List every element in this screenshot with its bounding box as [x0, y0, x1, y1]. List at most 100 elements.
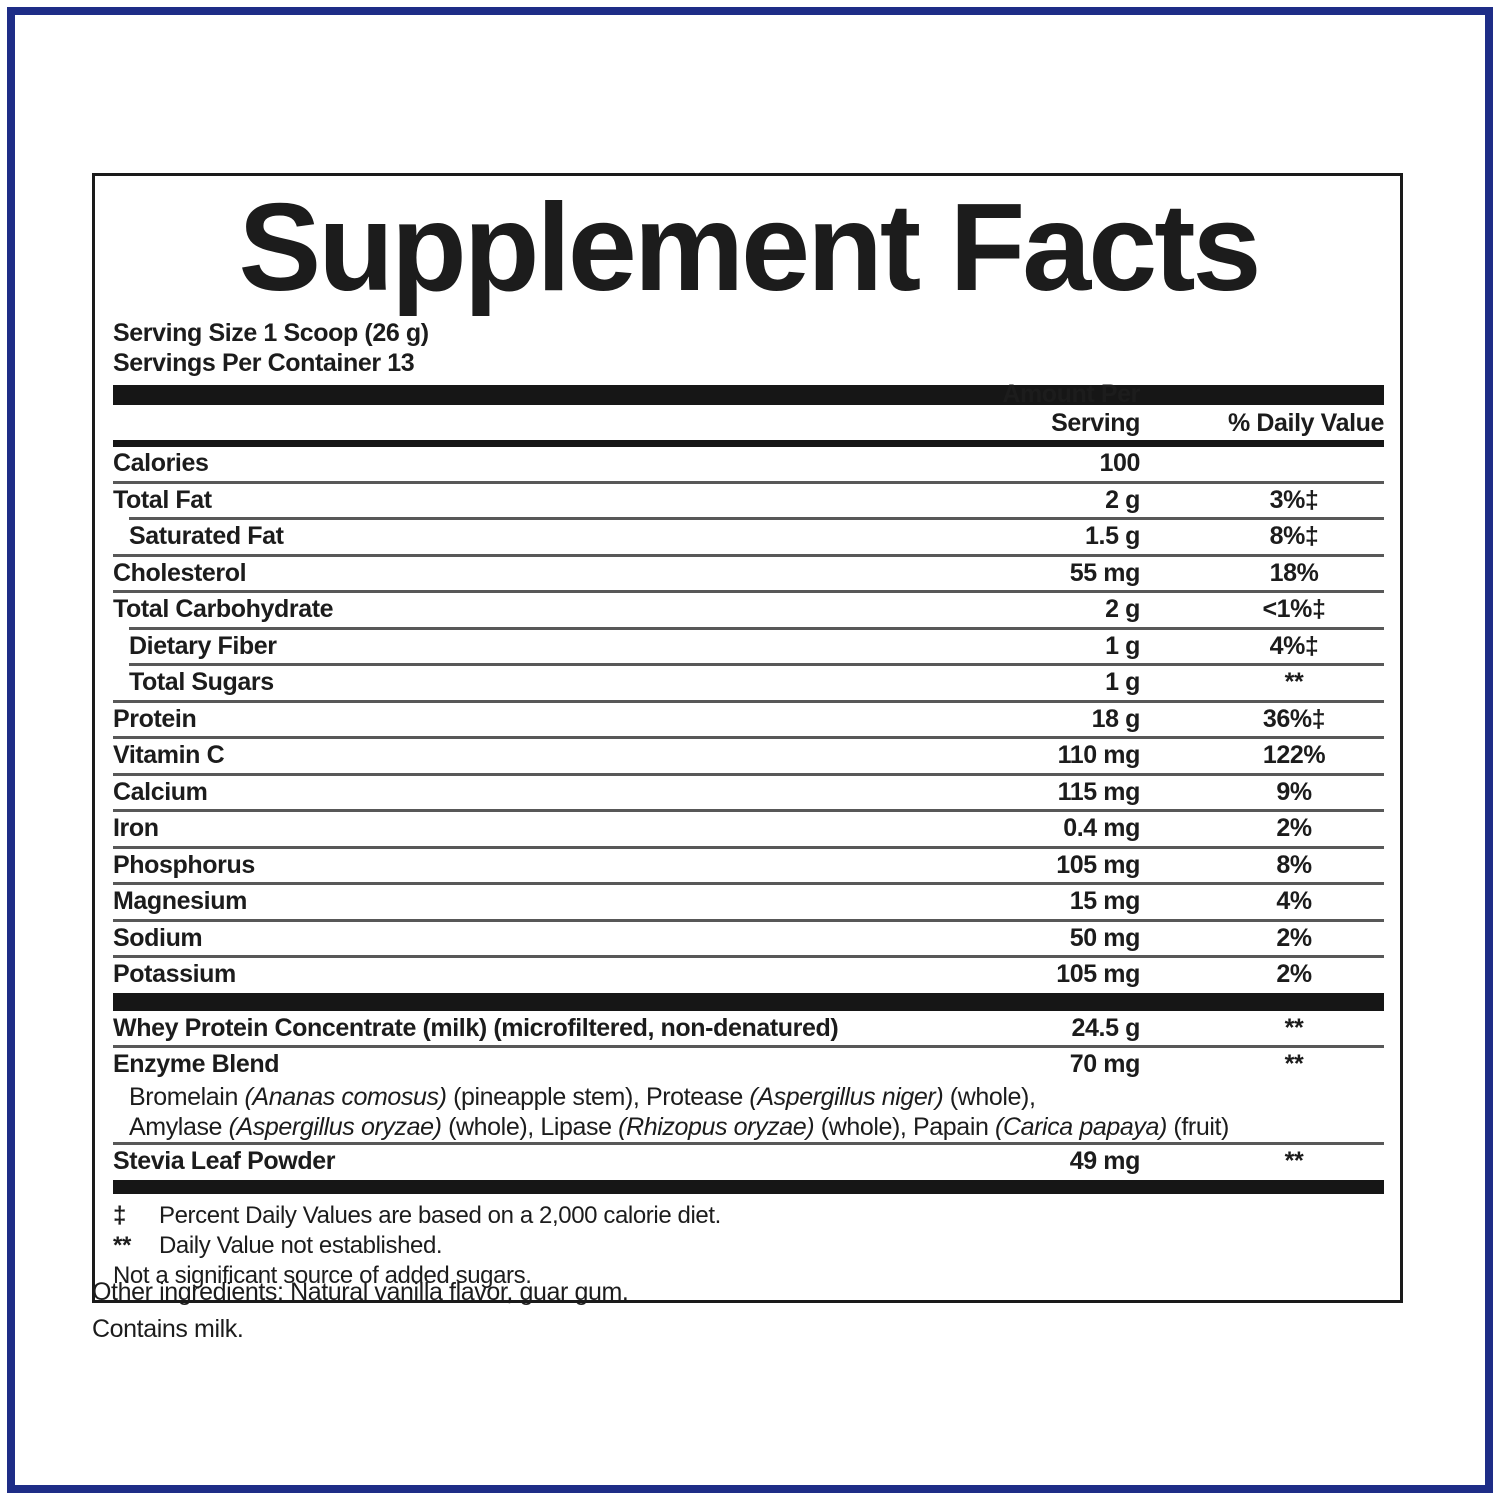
amount-per-serving-header: Amount Per Serving: [1002, 380, 1140, 437]
supplement-row: Stevia Leaf Powder 49 mg **: [113, 1145, 1384, 1179]
nutrient-row: Potassium 105 mg 2%: [113, 958, 1384, 992]
nutrient-name: Saturated Fat: [129, 522, 284, 551]
nutrient-name: Stevia Leaf Powder: [113, 1146, 336, 1175]
nutrient-row: Total Sugars 1 g **: [113, 666, 1384, 700]
nutrient-amount: 2 g: [1105, 595, 1140, 624]
nutrient-name: Phosphorus: [113, 850, 255, 879]
nutrient-daily-value: 4%: [1276, 887, 1312, 916]
nutrient-amount: 70 mg: [1069, 1050, 1141, 1079]
nutrient-rows: Calories 100 Total Fat 2 g 3%‡ Saturated Fat 1…: [113, 447, 1384, 992]
nutrient-daily-value: **: [1284, 668, 1304, 697]
nutrient-daily-value: <1%‡: [1262, 595, 1326, 624]
row-separator: [113, 699, 1384, 703]
thick-divider-middle: [113, 992, 1384, 1011]
nutrient-row: Cholesterol 55 mg 18%: [113, 557, 1384, 591]
nutrient-amount: 105 mg: [1056, 960, 1140, 989]
detail-text: (whole),: [943, 1082, 1036, 1111]
row-separator: [113, 480, 1384, 484]
nutrient-amount: 49 mg: [1069, 1146, 1141, 1175]
table-header-row: Amount Per Serving % Daily Value: [113, 380, 1384, 440]
outer-border-frame: Supplement Facts Serving Size 1 Scoop (2…: [7, 7, 1493, 1493]
nutrient-amount: 1 g: [1105, 631, 1140, 660]
nutrient-name: Total Sugars: [129, 668, 274, 697]
nutrient-daily-value: **: [1284, 1013, 1304, 1042]
ingredient-detail-line: Amylase (Aspergillus oryzae) (whole), Li…: [113, 1112, 1384, 1142]
species-name: (Carica papaya): [995, 1112, 1167, 1141]
row-separator: [113, 809, 1384, 812]
row-separator: [129, 663, 1384, 666]
nutrient-amount: 100: [1099, 449, 1140, 478]
species-name: (Aspergillus oryzae): [228, 1112, 442, 1141]
nutrient-daily-value: 36%‡: [1262, 704, 1326, 733]
nutrient-daily-value: 18%: [1269, 558, 1319, 587]
detail-text: Amylase: [129, 1112, 229, 1141]
nutrient-row: Iron 0.4 mg 2%: [113, 812, 1384, 846]
nutrient-row: Phosphorus 105 mg 8%: [113, 849, 1384, 883]
row-separator: [113, 1045, 1384, 1048]
nutrient-amount: 105 mg: [1056, 850, 1140, 879]
nutrient-row: Calcium 115 mg 9%: [113, 776, 1384, 810]
footnote-text: Not a significant source of added sugars…: [113, 1262, 532, 1289]
nutrient-daily-value: 3%‡: [1269, 485, 1319, 514]
nutrient-name: Enzyme Blend: [113, 1050, 280, 1079]
nutrient-row: Protein 18 g 36%‡: [113, 703, 1384, 737]
nutrient-daily-value: 4%‡: [1269, 631, 1319, 660]
detail-text: (whole), Lipase: [441, 1112, 619, 1141]
row-separator: [113, 1141, 1384, 1145]
species-name: (Aspergillus niger): [749, 1082, 944, 1111]
panel-title: Supplement Facts: [238, 179, 1262, 317]
row-separator: [113, 590, 1384, 593]
detail-text: (whole), Papain: [814, 1112, 996, 1141]
thick-divider-bottom: [113, 1180, 1384, 1194]
footnote-text: Percent Daily Values are based on a 2,00…: [159, 1202, 721, 1229]
row-separator: [129, 626, 1384, 630]
percent-daily-value-header: % Daily Value: [1228, 409, 1384, 437]
ingredient-detail-line: Bromelain (Ananas comosus) (pineapple st…: [113, 1082, 1384, 1112]
nutrient-name: Magnesium: [113, 887, 247, 916]
row-separator: [113, 882, 1384, 885]
nutrient-amount: 15 mg: [1069, 887, 1141, 916]
detail-text: (fruit): [1166, 1112, 1229, 1141]
nutrient-name: Protein: [113, 704, 197, 733]
servings-per-container-line: Servings Per Container 13: [113, 349, 415, 377]
nutrient-daily-value: 8%‡: [1269, 522, 1319, 551]
supplement-rows: Whey Protein Concentrate (milk) (microfi…: [113, 1012, 1384, 1179]
nutrient-name: Total Fat: [113, 485, 212, 514]
row-separator: [113, 918, 1384, 922]
footnotes: ‡ Percent Daily Values are based on a 2,0…: [113, 1202, 1384, 1290]
nutrient-daily-value: **: [1284, 1050, 1304, 1079]
nutrient-daily-value: 2%: [1276, 923, 1312, 952]
detail-text: Bromelain: [129, 1082, 245, 1111]
nutrient-amount: 110 mg: [1057, 741, 1141, 770]
footnote: Not a significant source of added sugars…: [113, 1262, 1384, 1290]
detail-text: (pineapple stem), Protease: [446, 1082, 750, 1111]
species-name: (Rhizopus oryzae): [618, 1112, 815, 1141]
row-separator: [113, 772, 1384, 776]
row-separator: [113, 845, 1384, 849]
nutrient-amount: 18 g: [1091, 704, 1141, 733]
footnote-text: Daily Value not established.: [159, 1232, 443, 1259]
header-separator: [113, 440, 1384, 447]
nutrient-daily-value: 2%: [1276, 960, 1312, 989]
supplement-row: Whey Protein Concentrate (milk) (microfi…: [113, 1012, 1384, 1046]
nutrient-name: Total Carbohydrate: [113, 595, 334, 624]
row-separator: [113, 736, 1384, 739]
nutrient-daily-value: **: [1284, 1146, 1304, 1175]
footnote: ‡ Percent Daily Values are based on a 2,0…: [113, 1202, 1384, 1230]
nutrient-name: Iron: [113, 814, 159, 843]
thick-divider-top: [113, 385, 1384, 405]
nutrient-name: Calcium: [113, 777, 208, 806]
supplement-facts-panel: Supplement Facts Serving Size 1 Scoop (2…: [92, 173, 1403, 1303]
nutrient-amount: 0.4 mg: [1063, 814, 1140, 843]
nutrient-daily-value: 9%: [1276, 777, 1312, 806]
nutrient-daily-value: 122%: [1262, 741, 1326, 770]
other-ingredients-statement: Other ingredients: Natural vanilla flavo…: [92, 1278, 629, 1306]
nutrient-amount: 24.5 g: [1071, 1013, 1141, 1042]
row-separator: [113, 955, 1384, 958]
nutrient-name: Dietary Fiber: [129, 631, 277, 660]
nutrient-name: Sodium: [113, 923, 203, 952]
nutrient-row: Total Fat 2 g 3%‡: [113, 484, 1384, 518]
supplement-row: Enzyme Blend 70 mg **: [113, 1048, 1384, 1082]
nutrient-name: Whey Protein Concentrate (milk) (microfi…: [113, 1013, 839, 1042]
footnote-symbol: ‡: [113, 1202, 126, 1229]
